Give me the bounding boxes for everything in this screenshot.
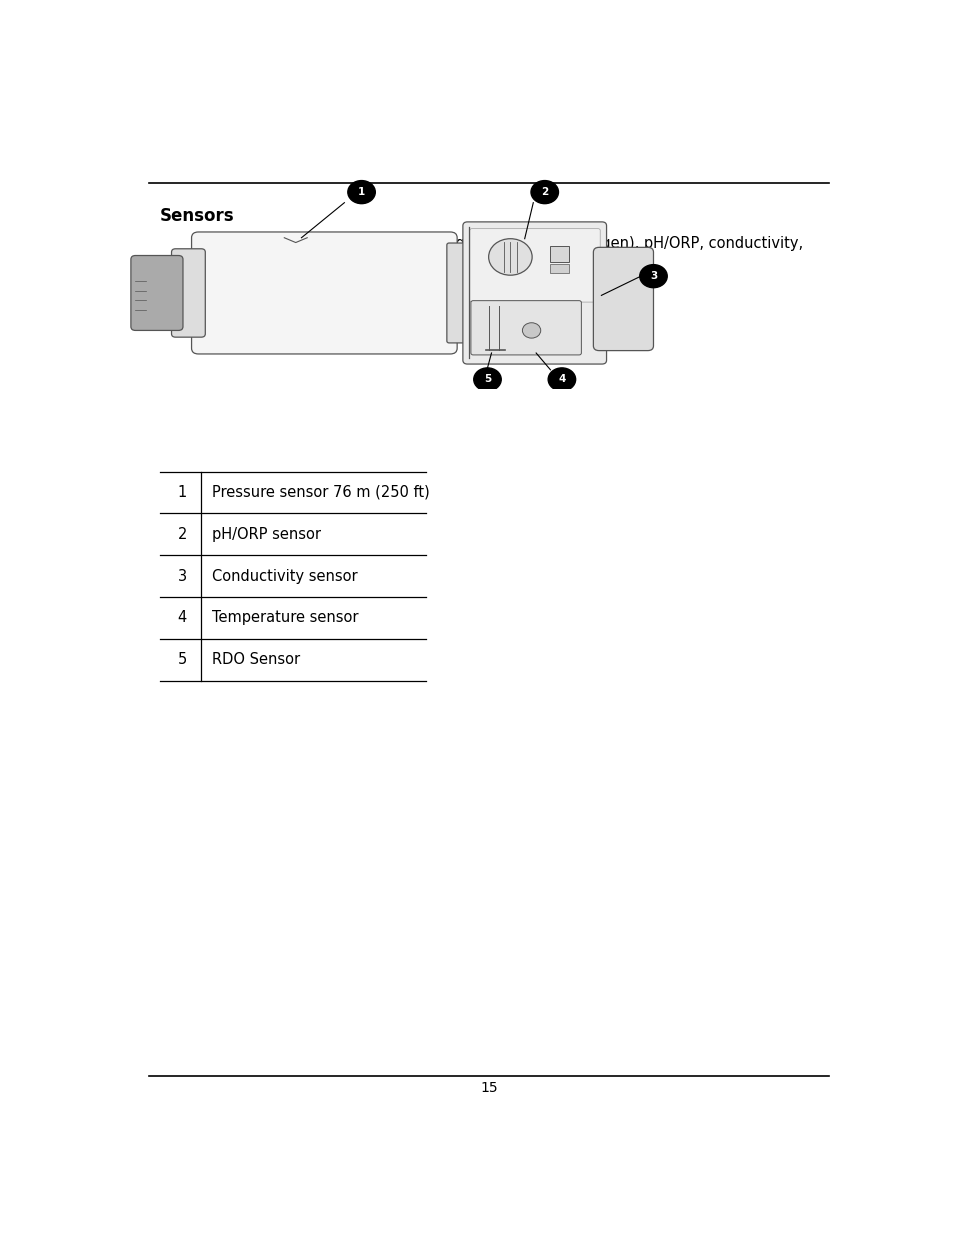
Text: 4: 4 [177,610,187,625]
Text: 1: 1 [357,188,365,198]
Text: RDO Sensor: RDO Sensor [213,652,300,667]
Text: Sensors include optical RDO (Rugged Dissolved Oxygen), pH/ORP, conductivity,
pre: Sensors include optical RDO (Rugged Diss… [219,236,802,273]
FancyBboxPatch shape [192,232,456,354]
Circle shape [548,368,575,391]
Text: Temperature sensor: Temperature sensor [213,610,358,625]
Text: 15: 15 [479,1081,497,1094]
FancyBboxPatch shape [462,222,606,364]
Circle shape [474,368,500,391]
Bar [550,264,568,273]
Text: 3: 3 [649,272,657,282]
Text: 2: 2 [540,188,548,198]
Text: 4: 4 [558,374,565,384]
FancyBboxPatch shape [131,256,183,331]
Text: 5: 5 [177,652,187,667]
Circle shape [531,180,558,204]
Circle shape [639,264,666,288]
FancyBboxPatch shape [471,300,580,354]
Circle shape [488,238,532,275]
Bar [550,247,568,262]
Text: Pressure sensor 76 m (250 ft): Pressure sensor 76 m (250 ft) [213,485,430,500]
FancyBboxPatch shape [593,247,653,351]
Circle shape [348,180,375,204]
FancyBboxPatch shape [172,248,205,337]
Text: 3: 3 [177,568,187,584]
FancyBboxPatch shape [469,228,599,303]
Text: Conductivity sensor: Conductivity sensor [213,568,357,584]
FancyBboxPatch shape [446,243,473,343]
Text: 5: 5 [483,374,491,384]
Text: pH/ORP sensor: pH/ORP sensor [213,527,321,542]
Text: 2: 2 [177,527,187,542]
Text: Sensors: Sensors [160,207,234,225]
Circle shape [522,322,540,338]
Text: 1: 1 [177,485,187,500]
